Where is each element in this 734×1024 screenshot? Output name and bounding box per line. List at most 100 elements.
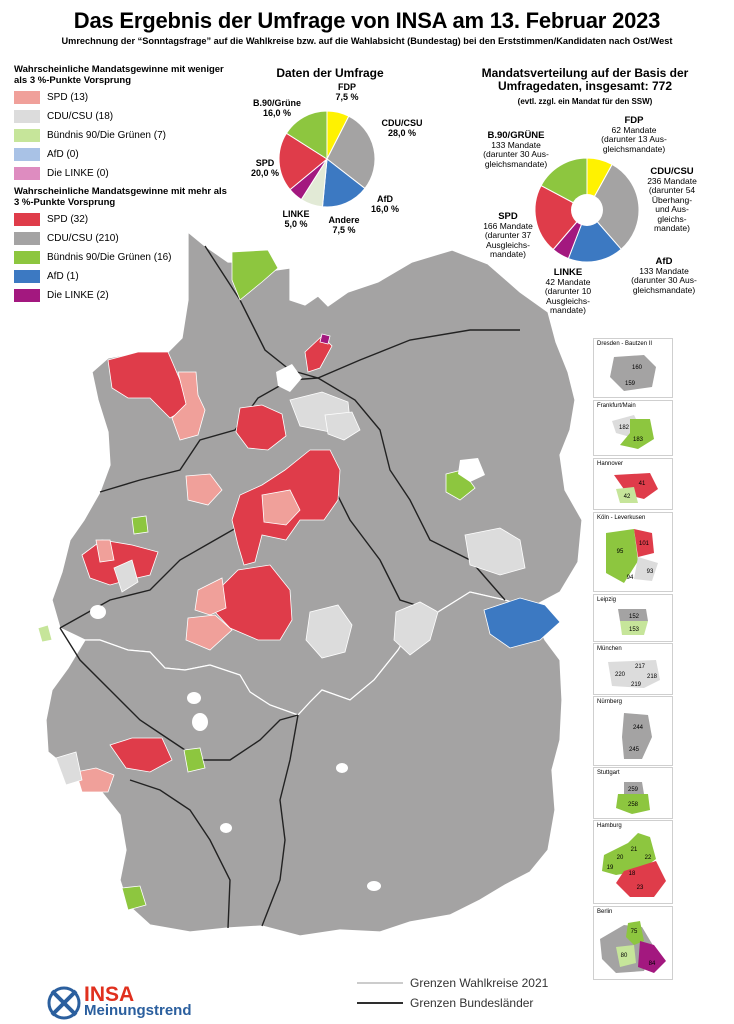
inset-muenchen: München 217 220 218 219	[593, 643, 673, 695]
district-cdu-narrow	[55, 751, 83, 786]
inset-leipzig: Leipzig 152 153	[593, 594, 673, 642]
seats-pie-title: Mandatsverteilung auf der Basis der Umfr…	[481, 66, 689, 93]
pie-slice-afd	[567, 209, 622, 263]
pie-slice-b-90-gr-ne	[285, 110, 328, 160]
legend-item: Die LINKE (2)	[14, 286, 229, 305]
inset-koeln: Köln - Leverkusen 101 95 94 93	[593, 512, 673, 592]
poll-party: B.90/Grüne	[252, 98, 301, 108]
seats-party: SPD	[498, 211, 518, 222]
district-greens	[121, 885, 147, 911]
district-cdu-narrow	[393, 601, 439, 656]
district-spd-narrow	[185, 473, 223, 506]
district-cdu-narrow	[305, 604, 353, 659]
inset-frankfurt: Frankfurt/Main 182 183	[593, 400, 673, 456]
inset-number: 218	[647, 674, 658, 680]
legend-label: CDU/CSU (18)	[47, 111, 114, 122]
district-spd-narrow	[95, 539, 115, 563]
seats-text: 42 Mandate (darunter 10 Ausgleichs-manda…	[544, 276, 592, 315]
district-greens-narrow	[37, 624, 53, 643]
district-spd-narrow	[75, 767, 115, 793]
inset-number: 84	[649, 961, 656, 967]
seats-text: 236 Mandate (darunter 54 Überhang- und A…	[647, 175, 697, 233]
district-cdu-narrow	[324, 411, 361, 441]
inset-caption: Dresden - Bautzen II	[597, 341, 653, 347]
seats-party: CDU/CSU	[650, 166, 694, 177]
poll-label-cdu: CDU/CSU 28,0 %	[372, 118, 432, 138]
inset-number: 94	[627, 575, 634, 581]
poll-label-greens: B.90/Grüne 16,0 %	[246, 98, 308, 118]
inset-number: 18	[629, 871, 636, 877]
inset-caption: Leipzig	[597, 597, 617, 603]
legend-swatch	[14, 129, 40, 142]
legend-swatch	[14, 91, 40, 104]
district-spd-narrow	[261, 489, 301, 526]
legend-swatch	[14, 110, 40, 123]
legend-bundeslaender: Grenzen Bundesländer	[410, 996, 534, 1010]
district-greens	[131, 515, 149, 535]
inset-caption: Köln - Leverkusen	[597, 515, 646, 521]
logo-brand: INSA	[84, 983, 135, 1006]
seats-text: 166 Mandate (darunter 37 Ausgleichs-mand…	[483, 220, 533, 259]
seats-label-cdu: CDU/CSU 236 Mandate (darunter 54 Überhang…	[644, 167, 700, 234]
seats-pie-note: (evtl. zzgl. ein Mandat für den SSW)	[517, 97, 653, 106]
poll-value: 16,0 %	[262, 108, 292, 118]
legend-item: Bündnis 90/Die Grünen (16)	[14, 248, 229, 267]
inset-number: 93	[647, 569, 654, 575]
poll-value: 20,0 %	[250, 168, 280, 178]
page-title: Das Ergebnis der Umfrage von INSA am 13.…	[73, 8, 661, 33]
district-greens	[231, 249, 279, 301]
seats-text: 62 Mandate (darunter 13 Aus-gleichsmanda…	[601, 124, 667, 154]
inset-map: 259 258	[616, 782, 650, 814]
inset-map: 152 153	[618, 609, 648, 635]
legend-item: CDU/CSU (18)	[14, 107, 229, 126]
inset-number: 245	[629, 747, 640, 753]
inset-number: 22	[645, 855, 652, 861]
poll-label-linke: LINKE 5,0 %	[276, 209, 316, 229]
seats-label-linke: LINKE 42 Mandate (darunter 10 Ausgleichs-…	[538, 268, 598, 316]
poll-label-andere: Andere 7,5 %	[320, 215, 368, 235]
inset-number: 219	[631, 682, 642, 688]
inset-map: 41 42	[614, 473, 658, 503]
inset-number: 19	[607, 865, 614, 871]
legend-swatch	[14, 270, 40, 283]
inset-number: 75	[631, 929, 638, 935]
district-spd-narrow	[185, 614, 233, 651]
seats-text: 133 Mandate (darunter 30 Aus-gleichsmand…	[631, 265, 697, 295]
inset-number: 41	[639, 481, 646, 487]
legend-swatch	[14, 148, 40, 161]
seats-party: LINKE	[553, 267, 583, 278]
inset-number: 259	[628, 787, 639, 793]
poll-label-afd: AfD 16,0 %	[362, 194, 408, 214]
inset-map: 160 159	[610, 355, 656, 391]
inset-number: 183	[633, 437, 644, 443]
legend-label: Die LINKE (0)	[47, 168, 109, 179]
inset-berlin: Berlin 75 80 84	[593, 906, 673, 980]
inset-number: 152	[629, 614, 640, 620]
inset-map: 21 20 22 19 18 23	[602, 833, 666, 897]
inset-caption: Nürnberg	[597, 699, 623, 705]
poll-party: CDU/CSU	[381, 118, 423, 128]
inset-caption: Frankfurt/Main	[597, 403, 636, 409]
inset-number: 20	[617, 855, 624, 861]
poll-value: 28,0 %	[387, 128, 417, 138]
legend-group2-title: Wahrscheinliche Mandatsgewinne mit mehr …	[14, 186, 227, 208]
district-cdu-narrow	[464, 527, 526, 576]
inset-caption: Hamburg	[597, 823, 622, 829]
inset-map: 217 220 218 219	[608, 660, 660, 688]
pie-slice-spd	[278, 132, 328, 191]
poll-value: 7,5 %	[332, 225, 356, 235]
district-spd-narrow	[171, 371, 206, 441]
pie-slice-spd	[534, 184, 588, 251]
legend-label: CDU/CSU (210)	[47, 233, 119, 244]
pie-slice-afd	[321, 158, 366, 208]
poll-value: 5,0 %	[284, 219, 308, 229]
district-spd	[109, 737, 173, 773]
pie-hole	[571, 194, 603, 226]
inset-hannover: Hannover 41 42	[593, 458, 673, 510]
inset-number: 95	[617, 549, 624, 555]
inset-number: 23	[637, 885, 644, 891]
seats-party: AfD	[655, 256, 673, 267]
legend-group1-title: Wahrscheinliche Mandatsgewinne mit wenig…	[14, 64, 224, 86]
inset-caption: Berlin	[597, 909, 613, 915]
